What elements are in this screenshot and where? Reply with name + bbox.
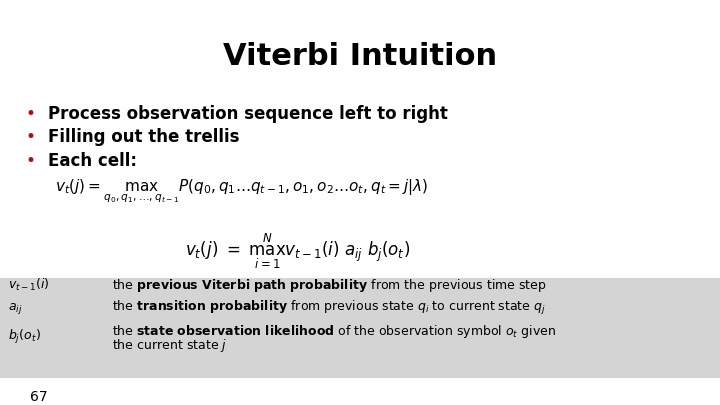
Text: $a_{ij}$: $a_{ij}$: [8, 301, 22, 315]
Text: Process observation sequence left to right: Process observation sequence left to rig…: [48, 105, 448, 123]
Text: •: •: [25, 152, 35, 170]
Text: the $\bf{state\ observation\ likelihood}$ of the observation symbol $o_t$ given: the $\bf{state\ observation\ likelihood}…: [112, 324, 556, 341]
Text: 67: 67: [30, 390, 48, 404]
Text: the $\bf{previous\ Viterbi\ path\ probability}$ from the previous time step: the $\bf{previous\ Viterbi\ path\ probab…: [112, 277, 546, 294]
Text: $v_t(j) = \underset{q_0,q_1,\ldots,q_{t-1}}{\max} P(q_0,q_1\ldots q_{t-1},o_1,o_: $v_t(j) = \underset{q_0,q_1,\ldots,q_{t-…: [55, 178, 428, 205]
Text: $v_{t-1}(i)$: $v_{t-1}(i)$: [8, 277, 50, 293]
Text: Filling out the trellis: Filling out the trellis: [48, 128, 240, 146]
Text: Viterbi Intuition: Viterbi Intuition: [223, 42, 497, 71]
Text: Each cell:: Each cell:: [48, 152, 137, 170]
Text: •: •: [25, 128, 35, 146]
Bar: [0, 278, 720, 378]
Text: •: •: [25, 105, 35, 123]
Text: $v_t(j) \ = \ \underset{i=1}{\overset{N}{\max}} v_{t-1}(i) \ a_{ij} \ b_j(o_t)$: $v_t(j) \ = \ \underset{i=1}{\overset{N}…: [185, 232, 410, 271]
Text: the current state $j$: the current state $j$: [112, 337, 227, 354]
Text: the $\bf{transition\ probability}$ from previous state $q_i$ to current state $q: the $\bf{transition\ probability}$ from …: [112, 299, 546, 317]
Text: $b_j(o_t)$: $b_j(o_t)$: [8, 328, 41, 346]
